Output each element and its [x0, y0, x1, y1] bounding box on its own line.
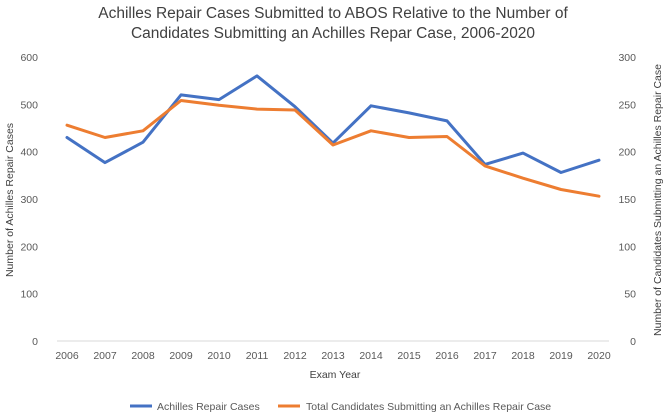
- y-axis-right: 0 50 100 150 200 250 300: [618, 52, 636, 348]
- y-axis-right-label: Number of Candidates Submitting an Achil…: [652, 64, 664, 336]
- y-left-tick-label: 200: [20, 241, 38, 253]
- data-point-achilles-cases: [294, 105, 297, 108]
- series-line-total-candidates: [65, 99, 601, 198]
- data-point-achilles-cases: [560, 171, 563, 174]
- data-point-achilles-cases: [446, 119, 449, 122]
- x-axis-label: Exam Year: [310, 369, 361, 381]
- y-right-tick-label: 250: [618, 99, 636, 111]
- data-point-achilles-cases: [218, 98, 221, 101]
- data-point-total-candidates: [408, 136, 411, 139]
- x-tick-label: 2020: [587, 350, 611, 362]
- x-tick-label: 2018: [511, 350, 535, 362]
- data-point-total-candidates: [370, 129, 373, 132]
- y-left-tick-label: 0: [32, 336, 38, 348]
- x-tick-label: 2007: [93, 350, 117, 362]
- data-point-achilles-cases: [256, 74, 259, 77]
- data-point-achilles-cases: [66, 136, 69, 139]
- x-tick-label: 2006: [55, 350, 79, 362]
- legend: Achilles Repair Cases Total Candidates S…: [130, 401, 551, 413]
- legend-label-achilles-cases: Achilles Repair Cases: [157, 401, 260, 413]
- y-right-tick-label: 150: [618, 194, 636, 206]
- data-point-achilles-cases: [104, 161, 107, 164]
- x-tick-label: 2017: [473, 350, 497, 362]
- data-point-total-candidates: [66, 124, 69, 127]
- data-point-total-candidates: [522, 177, 525, 180]
- data-point-total-candidates: [446, 135, 449, 138]
- data-point-total-candidates: [180, 99, 183, 102]
- y-axis-left: 0 100 200 300 400 500 600: [20, 52, 38, 348]
- chart-title: Achilles Repair Cases Submitted to ABOS …: [98, 5, 568, 42]
- y-right-tick-label: 300: [618, 52, 636, 64]
- data-point-achilles-cases: [408, 111, 411, 114]
- y-right-tick-label: 100: [618, 241, 636, 253]
- data-point-total-candidates: [332, 144, 335, 147]
- y-left-tick-label: 100: [20, 289, 38, 301]
- data-point-total-candidates: [142, 129, 145, 132]
- data-point-achilles-cases: [180, 93, 183, 96]
- x-tick-label: 2014: [359, 350, 383, 362]
- x-tick-label: 2013: [321, 350, 345, 362]
- x-tick-label: 2012: [283, 350, 307, 362]
- series-lines: [65, 74, 601, 198]
- legend-label-total-candidates: Total Candidates Submitting an Achilles …: [306, 401, 551, 413]
- x-tick-label: 2015: [397, 350, 421, 362]
- x-tick-label: 2019: [549, 350, 573, 362]
- x-tick-label: 2016: [435, 350, 459, 362]
- data-point-total-candidates: [256, 108, 259, 111]
- y-axis-left-label: Number of Achilles Repair Cases: [4, 123, 16, 277]
- data-point-total-candidates: [598, 195, 601, 198]
- x-tick-label: 2011: [246, 350, 269, 362]
- y-right-tick-label: 200: [618, 147, 636, 159]
- data-point-total-candidates: [484, 164, 487, 167]
- data-point-achilles-cases: [598, 159, 601, 162]
- y-right-tick-label: 0: [630, 336, 636, 348]
- chart-title-line-1: Achilles Repair Cases Submitted to ABOS …: [98, 5, 568, 22]
- y-left-tick-label: 400: [20, 147, 38, 159]
- series-line-achilles-cases: [65, 74, 601, 174]
- x-axis: 2006 2007 2008 2009 2010 2011 2012 2013 2014 2015…: [55, 350, 611, 362]
- chart-title-line-2: Candidates Submitting an Achilles Repar …: [131, 25, 535, 42]
- data-point-achilles-cases: [142, 141, 145, 144]
- x-tick-label: 2008: [131, 350, 155, 362]
- data-point-achilles-cases: [522, 152, 525, 155]
- data-point-total-candidates: [560, 188, 563, 191]
- x-tick-label: 2010: [207, 350, 231, 362]
- x-tick-label: 2009: [169, 350, 193, 362]
- data-point-total-candidates: [104, 136, 107, 139]
- y-left-tick-label: 300: [20, 194, 38, 206]
- data-point-total-candidates: [218, 104, 221, 107]
- y-right-tick-label: 50: [624, 289, 636, 301]
- data-point-total-candidates: [294, 109, 297, 112]
- y-left-tick-label: 600: [20, 52, 38, 64]
- data-point-achilles-cases: [370, 104, 373, 107]
- y-left-tick-label: 500: [20, 99, 38, 111]
